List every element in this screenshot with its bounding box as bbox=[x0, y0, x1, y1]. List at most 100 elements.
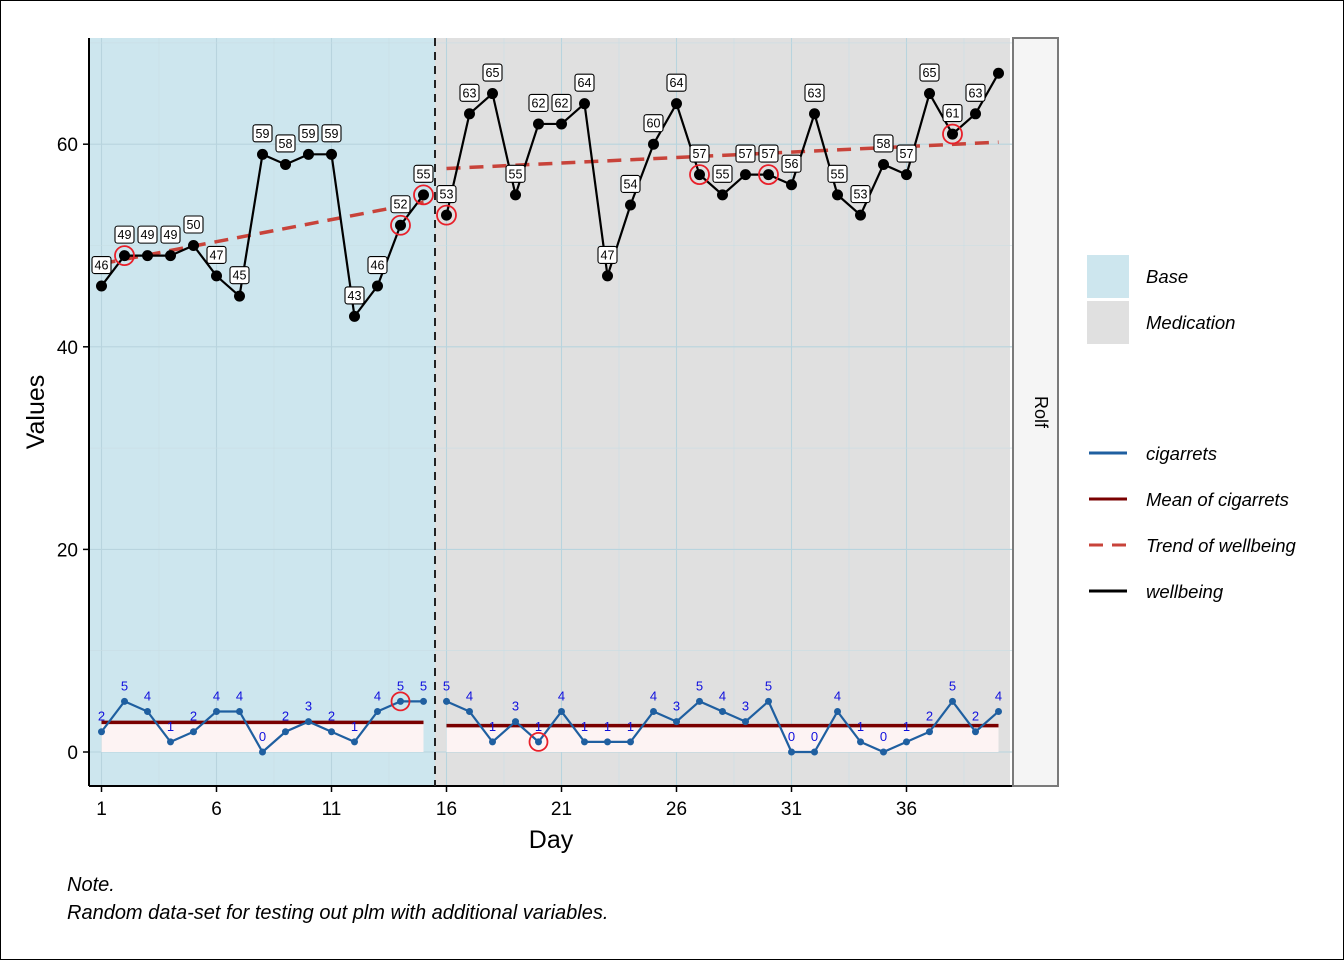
wellbeing-point bbox=[809, 108, 820, 120]
wellbeing-data-label-bg bbox=[758, 144, 779, 163]
cigarrets-point bbox=[627, 738, 634, 746]
wellbeing-outlier-marker bbox=[390, 214, 411, 236]
wellbeing-data-label-box: 55 bbox=[505, 164, 526, 183]
wellbeing-data-label-bg bbox=[873, 134, 894, 153]
cigarrets-point bbox=[719, 707, 726, 715]
cigarrets-point bbox=[650, 707, 657, 715]
cigarrets-data-label: 0 bbox=[811, 729, 818, 744]
wellbeing-data-label-bg bbox=[850, 185, 871, 204]
wellbeing-data-label: 61 bbox=[946, 107, 960, 121]
cigarrets-point bbox=[788, 748, 795, 756]
wellbeing-data-label: 63 bbox=[969, 86, 983, 100]
legend-label-medication: Medication bbox=[1146, 312, 1235, 333]
wellbeing-data-label: 65 bbox=[486, 66, 500, 80]
cigarrets-point bbox=[420, 697, 427, 705]
wellbeing-data-label: 56 bbox=[785, 157, 799, 171]
legend-label-base: Base bbox=[1146, 266, 1188, 287]
wellbeing-data-label-box: 45 bbox=[229, 266, 250, 285]
cigarrets-point bbox=[305, 718, 312, 726]
legend-key-medication bbox=[1087, 301, 1129, 344]
wellbeing-data-label: 58 bbox=[877, 137, 891, 151]
wellbeing-data-label-bg bbox=[505, 164, 526, 183]
wellbeing-data-label-box: 59 bbox=[321, 124, 342, 143]
wellbeing-data-label: 57 bbox=[693, 147, 707, 161]
cigarrets-point bbox=[328, 728, 335, 736]
cigarrets-point bbox=[880, 748, 887, 756]
wellbeing-point bbox=[234, 290, 245, 302]
wellbeing-data-label-bg bbox=[551, 93, 572, 112]
cigarrets-point bbox=[811, 748, 818, 756]
wellbeing-data-label-bg bbox=[896, 144, 917, 163]
wellbeing-data-label-bg bbox=[965, 83, 986, 102]
x-tick-label: 6 bbox=[211, 799, 222, 820]
cigarrets-point bbox=[351, 738, 358, 746]
wellbeing-point bbox=[119, 250, 130, 262]
wellbeing-data-label: 59 bbox=[256, 127, 270, 141]
y-tick-label: 20 bbox=[57, 540, 78, 561]
cigarrets-point bbox=[765, 697, 772, 705]
wellbeing-data-label-box: 58 bbox=[873, 134, 894, 153]
wellbeing-point bbox=[533, 118, 544, 130]
cigarrets-point bbox=[834, 707, 841, 715]
wellbeing-data-label: 55 bbox=[716, 167, 730, 181]
wellbeing-data-label-box: 64 bbox=[666, 73, 687, 92]
wellbeing-data-label-box: 55 bbox=[712, 164, 733, 183]
wellbeing-point bbox=[717, 189, 728, 201]
cigarrets-data-label: 5 bbox=[443, 678, 450, 693]
cigarrets-data-label: 4 bbox=[213, 688, 220, 703]
wellbeing-data-label-bg bbox=[344, 286, 365, 305]
wellbeing-point bbox=[280, 158, 291, 170]
wellbeing-point bbox=[510, 189, 521, 201]
wellbeing-data-label-box: 46 bbox=[91, 255, 112, 275]
wellbeing-data-label: 47 bbox=[601, 248, 615, 262]
wellbeing-data-label-box: 61 bbox=[942, 104, 963, 123]
wellbeing-outlier-marker bbox=[942, 123, 963, 145]
cigarrets-data-label: 0 bbox=[880, 729, 887, 744]
wellbeing-data-label-box: 64 bbox=[574, 73, 595, 92]
cigarrets-data-label: 2 bbox=[926, 709, 933, 724]
wellbeing-data-label: 46 bbox=[371, 259, 385, 273]
wellbeing-outlier-marker bbox=[114, 245, 135, 267]
wellbeing-data-label: 43 bbox=[348, 289, 362, 303]
cigarrets-data-label: 3 bbox=[673, 699, 680, 714]
cigarrets-data-label: 4 bbox=[374, 688, 381, 703]
cigarrets-data-label: 5 bbox=[765, 678, 772, 693]
wellbeing-data-label-box: 62 bbox=[551, 93, 572, 112]
cigarrets-data-label: 4 bbox=[719, 688, 726, 703]
wellbeing-data-label-box: 49 bbox=[160, 225, 181, 244]
cigarrets-data-label: 5 bbox=[397, 678, 404, 693]
wellbeing-data-label-bg bbox=[643, 114, 664, 133]
cigarrets-data-label: 0 bbox=[259, 729, 266, 744]
wellbeing-point bbox=[947, 128, 958, 140]
cigarrets-point bbox=[995, 707, 1002, 715]
cigarrets-point bbox=[535, 738, 542, 746]
wellbeing-data-label-bg bbox=[804, 83, 825, 102]
cigarrets-point bbox=[236, 707, 243, 715]
wellbeing-data-label-bg bbox=[942, 104, 963, 123]
wellbeing-data-label-box: 49 bbox=[114, 225, 135, 244]
cigarrets-data-label: 4 bbox=[558, 688, 565, 703]
cigarrets-point bbox=[558, 707, 565, 715]
x-tick-label: 31 bbox=[781, 799, 802, 820]
cigarrets-point bbox=[466, 707, 473, 715]
cigarrets-data-label: 1 bbox=[903, 719, 910, 734]
cigarrets-data-label: 5 bbox=[696, 678, 703, 693]
cigarrets-point bbox=[742, 718, 749, 726]
cigarrets-point bbox=[972, 728, 979, 736]
wellbeing-point bbox=[832, 189, 843, 201]
wellbeing-point bbox=[602, 270, 613, 282]
wellbeing-data-label-box: 47 bbox=[206, 245, 227, 264]
wellbeing-data-label: 60 bbox=[647, 117, 661, 131]
wellbeing-data-label: 47 bbox=[210, 248, 224, 262]
wellbeing-point bbox=[970, 108, 981, 120]
cigarrets-point bbox=[121, 697, 128, 705]
wellbeing-data-label-box: 50 bbox=[183, 215, 204, 234]
wellbeing-data-label: 50 bbox=[187, 218, 201, 232]
wellbeing-data-label-box: 57 bbox=[758, 144, 779, 163]
legend-key-base bbox=[1087, 255, 1129, 298]
cigarrets-point bbox=[696, 697, 703, 705]
x-axis-title: Day bbox=[529, 826, 574, 854]
cigarrets-point bbox=[259, 748, 266, 756]
wellbeing-data-label-bg bbox=[827, 164, 848, 183]
phase-background-medication bbox=[435, 38, 1010, 786]
